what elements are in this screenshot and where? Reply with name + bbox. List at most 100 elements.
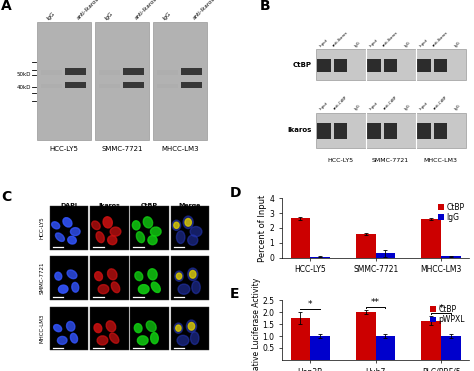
Ellipse shape [146, 321, 156, 332]
Text: SMMC-7721: SMMC-7721 [372, 158, 409, 163]
FancyBboxPatch shape [65, 82, 86, 88]
FancyBboxPatch shape [130, 206, 169, 250]
Bar [376, 253, 395, 257]
FancyBboxPatch shape [367, 123, 381, 139]
FancyBboxPatch shape [334, 59, 347, 72]
FancyBboxPatch shape [153, 22, 207, 140]
Text: anti-CtBP: anti-CtBP [433, 95, 448, 111]
Ellipse shape [190, 270, 196, 278]
Text: Ikaros: Ikaros [99, 203, 120, 208]
Text: anti-Ikaros: anti-Ikaros [432, 30, 449, 48]
Ellipse shape [150, 227, 161, 236]
Ellipse shape [70, 334, 78, 343]
Text: DAPI: DAPI [61, 203, 78, 208]
Ellipse shape [137, 336, 148, 345]
Ellipse shape [108, 269, 117, 280]
Bar [421, 219, 441, 257]
Ellipse shape [151, 282, 160, 292]
Bar [356, 234, 376, 257]
Text: CtBP: CtBP [141, 203, 158, 208]
Ellipse shape [103, 217, 112, 228]
Bar [310, 336, 330, 360]
FancyBboxPatch shape [90, 206, 128, 250]
Ellipse shape [174, 323, 182, 333]
FancyBboxPatch shape [434, 59, 447, 72]
FancyBboxPatch shape [50, 256, 88, 300]
FancyBboxPatch shape [318, 59, 331, 72]
Ellipse shape [110, 227, 121, 236]
FancyBboxPatch shape [181, 68, 202, 75]
Ellipse shape [71, 228, 80, 236]
FancyBboxPatch shape [384, 123, 397, 139]
FancyBboxPatch shape [171, 206, 209, 250]
Ellipse shape [138, 285, 149, 294]
Text: HCC-LY5: HCC-LY5 [328, 158, 354, 163]
Ellipse shape [191, 332, 199, 344]
FancyBboxPatch shape [65, 68, 86, 75]
Text: Input: Input [319, 101, 329, 111]
Ellipse shape [95, 272, 102, 280]
FancyBboxPatch shape [37, 22, 91, 140]
FancyBboxPatch shape [99, 70, 120, 75]
Ellipse shape [175, 271, 183, 281]
FancyBboxPatch shape [417, 59, 430, 72]
FancyBboxPatch shape [130, 306, 169, 350]
Text: IgG: IgG [46, 11, 56, 21]
Ellipse shape [188, 235, 198, 245]
Text: Input: Input [369, 38, 379, 48]
Text: IgG: IgG [454, 40, 461, 48]
Ellipse shape [97, 336, 108, 345]
FancyBboxPatch shape [316, 112, 465, 148]
Text: anti-Ikaros: anti-Ikaros [133, 0, 157, 21]
Text: Input: Input [419, 38, 429, 48]
FancyBboxPatch shape [99, 84, 120, 88]
FancyBboxPatch shape [123, 68, 144, 75]
FancyBboxPatch shape [171, 306, 209, 350]
FancyBboxPatch shape [384, 59, 397, 72]
Ellipse shape [176, 231, 185, 243]
Ellipse shape [172, 220, 181, 230]
Ellipse shape [188, 268, 198, 280]
FancyBboxPatch shape [123, 82, 144, 88]
Text: CtBP: CtBP [293, 62, 312, 68]
Y-axis label: Relative Luciferase Activity: Relative Luciferase Activity [252, 278, 261, 371]
Y-axis label: Percent of Input: Percent of Input [258, 194, 267, 262]
Text: HCC-LY5: HCC-LY5 [39, 217, 44, 239]
Text: HCC-LY5: HCC-LY5 [49, 147, 78, 152]
Text: anti-Ikaros: anti-Ikaros [332, 30, 349, 48]
Text: SMMC-7721: SMMC-7721 [39, 262, 44, 295]
Text: anti-Ikaros: anti-Ikaros [382, 30, 399, 48]
Ellipse shape [132, 221, 140, 230]
Text: MHCC-LM3: MHCC-LM3 [161, 147, 199, 152]
Ellipse shape [52, 222, 60, 229]
Ellipse shape [151, 332, 158, 344]
Text: Ikaros: Ikaros [288, 127, 312, 133]
Text: MHCC-LM3: MHCC-LM3 [424, 158, 457, 163]
Ellipse shape [186, 320, 197, 332]
Legend: CtBP, pWPXL: CtBP, pWPXL [429, 304, 465, 325]
Text: anti-CtBP: anti-CtBP [383, 95, 399, 111]
FancyBboxPatch shape [90, 306, 128, 350]
Text: Merge: Merge [179, 203, 201, 208]
Text: IgG: IgG [354, 40, 361, 48]
Bar [441, 336, 461, 360]
FancyBboxPatch shape [181, 82, 202, 88]
Text: IgG: IgG [354, 103, 361, 111]
Text: Input: Input [319, 38, 329, 48]
Ellipse shape [192, 281, 200, 293]
Text: IgG: IgG [403, 40, 411, 48]
Text: B: B [260, 0, 270, 13]
Text: anti-CtBP: anti-CtBP [333, 95, 348, 111]
Ellipse shape [106, 321, 116, 332]
FancyBboxPatch shape [41, 70, 62, 75]
FancyBboxPatch shape [90, 256, 128, 300]
Ellipse shape [108, 236, 117, 245]
Text: **: ** [371, 298, 380, 306]
Text: Input: Input [419, 101, 429, 111]
Ellipse shape [63, 218, 72, 227]
Bar [421, 321, 441, 360]
Ellipse shape [57, 336, 67, 344]
Ellipse shape [148, 236, 157, 245]
Text: D: D [229, 186, 241, 200]
Ellipse shape [178, 284, 190, 294]
